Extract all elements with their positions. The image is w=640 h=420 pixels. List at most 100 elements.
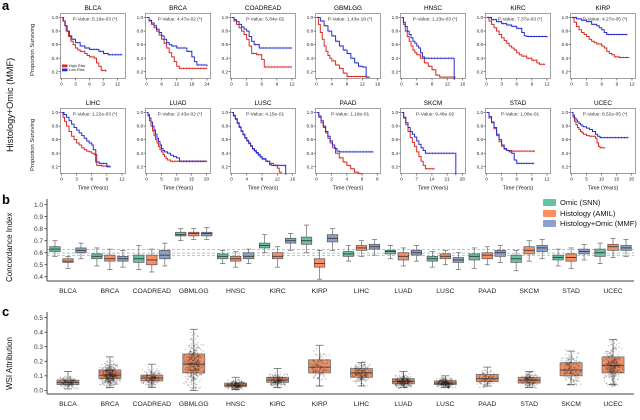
concordance-xlabel-BRCA: BRCA: [100, 288, 119, 295]
concordance-xlabel-STAD: STAD: [562, 288, 580, 295]
wsi-box-KIRP: [308, 344, 331, 387]
series-boxes-0: [49, 224, 606, 272]
svg-text:GBMLGG: GBMLGG: [334, 5, 362, 12]
km-row2-ylabel: Proportion Surviving: [30, 119, 36, 171]
svg-text:STAD: STAD: [510, 100, 527, 107]
high-risk-curve: [61, 17, 107, 72]
svg-text:0.4: 0.4: [52, 151, 59, 156]
scatter-points: [225, 378, 247, 391]
concordance-xlabel-KIRP: KIRP: [312, 288, 328, 295]
low-risk-curve: [231, 17, 292, 50]
svg-text:0.4: 0.4: [222, 56, 229, 61]
svg-text:20: 20: [629, 177, 635, 182]
km-panel-kirc: KIRC P-Value: 7.37e-03 (*) 0.2 0.4 0.6 0.8 1.0…: [477, 5, 551, 87]
svg-text:SKCM: SKCM: [424, 100, 442, 107]
svg-text:10: 10: [599, 177, 605, 182]
svg-text:0.3: 0.3: [34, 344, 43, 351]
svg-text:6: 6: [515, 82, 518, 87]
wsi-ylabel: WSI Attribution: [5, 337, 14, 390]
svg-text:0.1: 0.1: [34, 373, 43, 380]
low-risk-curve: [231, 112, 287, 175]
svg-text:0.2: 0.2: [392, 164, 399, 169]
svg-text:0.5: 0.5: [34, 315, 43, 322]
svg-text:2: 2: [330, 177, 333, 182]
svg-text:0.8: 0.8: [562, 124, 569, 129]
svg-text:9: 9: [531, 82, 534, 87]
svg-text:12: 12: [119, 177, 125, 182]
svg-text:P-Value: 2.43e-02 (*): P-Value: 2.43e-02 (*): [158, 112, 203, 118]
omic-swatch: [543, 199, 556, 207]
svg-text:LUAD: LUAD: [169, 100, 186, 107]
wsi-xlabel-SKCM: SKCM: [561, 401, 581, 408]
svg-text:0.8: 0.8: [562, 29, 569, 34]
svg-text:P-Value: 4.27e-05 (*): P-Value: 4.27e-05 (*): [583, 17, 628, 23]
svg-text:1.0: 1.0: [52, 15, 59, 20]
km-panel-kirp: KIRP P-Value: 4.27e-05 (*) 0.2 0.4 0.6 0.8 1.0…: [562, 5, 636, 87]
mmf-swatch: [543, 220, 556, 228]
svg-text:High Risk: High Risk: [69, 63, 86, 68]
low-risk-curve: [571, 112, 629, 140]
svg-text:P-Value: 4.15e-01: P-Value: 4.15e-01: [246, 112, 285, 118]
svg-text:4: 4: [346, 177, 349, 182]
svg-text:1.0: 1.0: [137, 110, 144, 115]
svg-text:6: 6: [260, 82, 263, 87]
svg-text:0: 0: [60, 82, 63, 87]
high-risk-curve: [486, 17, 545, 66]
svg-text:0.8: 0.8: [222, 29, 229, 34]
svg-text:0.4: 0.4: [52, 56, 59, 61]
svg-text:0.8: 0.8: [307, 29, 314, 34]
svg-text:1.0: 1.0: [562, 110, 569, 115]
svg-text:0.2: 0.2: [562, 69, 569, 74]
svg-text:12: 12: [544, 177, 550, 182]
svg-text:3: 3: [585, 82, 588, 87]
legend-item-mmf: Histology+Omic (MMF): [543, 220, 637, 228]
scatter-points: [519, 370, 540, 389]
svg-text:8: 8: [261, 177, 264, 182]
km-panel-luad: LUAD P-Value: 2.43e-02 (*) 0.2 0.4 0.6 0.8 1.0…: [137, 100, 211, 192]
km-panel-stad: STAD P-Value: 1.08e-01 0.2 0.4 0.6 0.8 1.0 0 3 6 9…: [477, 100, 551, 192]
svg-text:0.6: 0.6: [477, 42, 484, 47]
svg-text:0.6: 0.6: [52, 137, 59, 142]
svg-text:BRCA: BRCA: [169, 5, 187, 12]
wsi-xlabel-PAAD: PAAD: [478, 401, 496, 408]
svg-text:P-Value: 4.47e-02 (*): P-Value: 4.47e-02 (*): [158, 17, 203, 23]
low-risk-curve: [146, 112, 207, 163]
high-risk-curve: [146, 17, 207, 70]
concordance-xlabel-COADREAD: COADREAD: [133, 288, 172, 295]
panel-b-letter: b: [2, 192, 10, 207]
svg-text:P-Value: 1.43e-18 (*): P-Value: 1.43e-18 (*): [328, 17, 373, 23]
wsi-ylabel-svg: WSI Attribution: [5, 337, 14, 390]
wsi-xlabel-BLCA: BLCA: [59, 401, 77, 408]
svg-text:16: 16: [460, 82, 466, 87]
wsi-box-HNSC: [224, 376, 248, 391]
scatter-points: [57, 375, 79, 390]
km-panel-skcm: SKCM P-Value: 9.46e-02 0.2 0.4 0.6 0.8 1.0 0 7 14…: [392, 100, 466, 192]
svg-text:KIRC: KIRC: [510, 5, 526, 12]
svg-text:24: 24: [204, 82, 210, 87]
high-risk-curve: [571, 17, 630, 59]
km-panel-gbmlgg: GBMLGG P-Value: 1.43e-18 (*) 0.2 0.4 0.6 0.8 1…: [307, 5, 381, 87]
concordance-xlabel-KIRC: KIRC: [269, 288, 285, 295]
km-panel-coadread: COADREAD P-Value: 5.84e-02 0.2 0.4 0.6 0.8 1.0…: [222, 5, 296, 87]
km-panel-lihc: LIHC P-Value: 1.22e-03 (*) 0.2 0.4 0.6 0.8 1.0…: [52, 100, 126, 192]
mmf-label: Histology+Omic (MMF): [560, 219, 637, 228]
histology-swatch: [543, 209, 556, 217]
svg-text:9: 9: [106, 177, 109, 182]
svg-text:3: 3: [74, 82, 77, 87]
low-risk-curve: [401, 17, 455, 80]
svg-text:28: 28: [460, 177, 466, 182]
svg-text:0.2: 0.2: [137, 164, 144, 169]
wsi-xlabel-GBMLGG: GBMLGG: [179, 401, 209, 408]
scatter-points: [560, 349, 582, 387]
svg-text:0.8: 0.8: [392, 124, 399, 129]
svg-text:COADREAD: COADREAD: [245, 5, 282, 12]
svg-text:16: 16: [375, 82, 381, 87]
km-panel-brca: BRCA P-Value: 4.47e-02 (*) 0.2 0.4 0.6 0.8 1.0…: [137, 5, 211, 87]
row-axis-label: Histology+Omic (MMF): [5, 58, 15, 152]
svg-text:0.6: 0.6: [52, 42, 59, 47]
svg-text:4: 4: [245, 177, 248, 182]
high-risk-curve: [316, 17, 367, 78]
svg-text:3: 3: [500, 82, 503, 87]
scatter-points: [392, 371, 414, 390]
